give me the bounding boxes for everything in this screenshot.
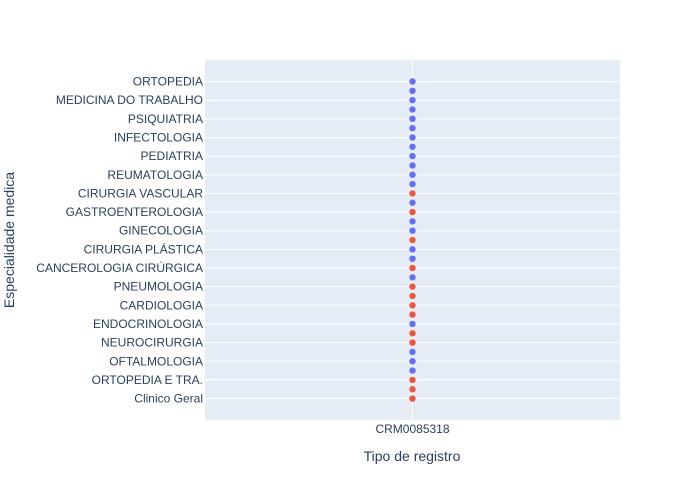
data-point (409, 162, 416, 169)
data-point (409, 255, 416, 262)
data-point (409, 96, 416, 104)
y-tick-label: NEUROCIRURGIA (101, 336, 203, 350)
y-tick-label: INFECTOLOGIA (114, 130, 203, 144)
y-tick-label: CIRURGIA VASCULAR (78, 186, 203, 200)
data-point (409, 386, 416, 393)
y-tick-label: OFTALMOLOGIA (109, 354, 203, 368)
x-tick-label: CRM0085318 (375, 422, 449, 436)
data-point (409, 227, 416, 234)
y-tick-label: PSIQUIATRIA (128, 112, 203, 126)
data-point (409, 246, 416, 253)
data-point (409, 208, 416, 216)
y-tick-labels: ORTOPEDIA MEDICINA DO TRABALHO PSIQUIATRIA… (36, 75, 203, 406)
y-axis-title: Especialidade medica (1, 172, 17, 308)
x-tick-labels: CRM0085318 (375, 422, 449, 436)
data-point (409, 283, 416, 290)
y-tick-label: GINECOLOGIA (119, 224, 203, 238)
data-point (409, 236, 416, 244)
y-tick-label: Clinico Geral (134, 392, 203, 406)
data-point (409, 311, 416, 318)
data-point (409, 358, 416, 365)
data-point (409, 218, 416, 225)
y-tick-label: ORTOPEDIA (133, 75, 203, 89)
data-point (409, 330, 416, 337)
data-point (409, 376, 416, 384)
y-tick-label: ORTOPEDIA E TRA. (92, 373, 203, 387)
data-point (409, 302, 416, 309)
data-point (409, 134, 416, 141)
data-point (409, 367, 416, 374)
data-point (409, 78, 416, 85)
data-point (409, 124, 416, 132)
data-point (409, 190, 416, 197)
y-tick-label: MEDICINA DO TRABALHO (56, 93, 203, 107)
data-point (409, 339, 416, 346)
data-point (409, 395, 416, 402)
data-point (409, 115, 416, 123)
y-tick-label: PEDIATRIA (141, 149, 203, 163)
y-tick-label: GASTROENTEROLOGIA (66, 205, 203, 219)
data-point (409, 320, 416, 328)
x-axis-title: Tipo de registro (364, 448, 461, 464)
data-point (409, 171, 416, 178)
y-tick-label: CANCEROLOGIA CIRÚRGICA (36, 260, 203, 275)
y-tick-label: CIRURGIA PLÁSTICA (84, 241, 203, 256)
y-tick-label: ENDOCRINOLOGIA (93, 317, 203, 331)
y-tick-label: REUMATOLOGIA (107, 168, 203, 182)
data-point (409, 180, 416, 188)
data-point (409, 348, 416, 356)
data-point (409, 143, 416, 150)
data-point (409, 152, 416, 160)
data-point (409, 199, 416, 206)
data-point (409, 274, 416, 281)
data-point (409, 106, 416, 113)
data-points (409, 78, 416, 402)
data-point (409, 87, 416, 95)
y-tick-label: CARDIOLOGIA (120, 298, 203, 312)
data-point (409, 292, 416, 300)
data-point (409, 264, 416, 272)
y-tick-label: PNEUMOLOGIA (114, 280, 203, 294)
